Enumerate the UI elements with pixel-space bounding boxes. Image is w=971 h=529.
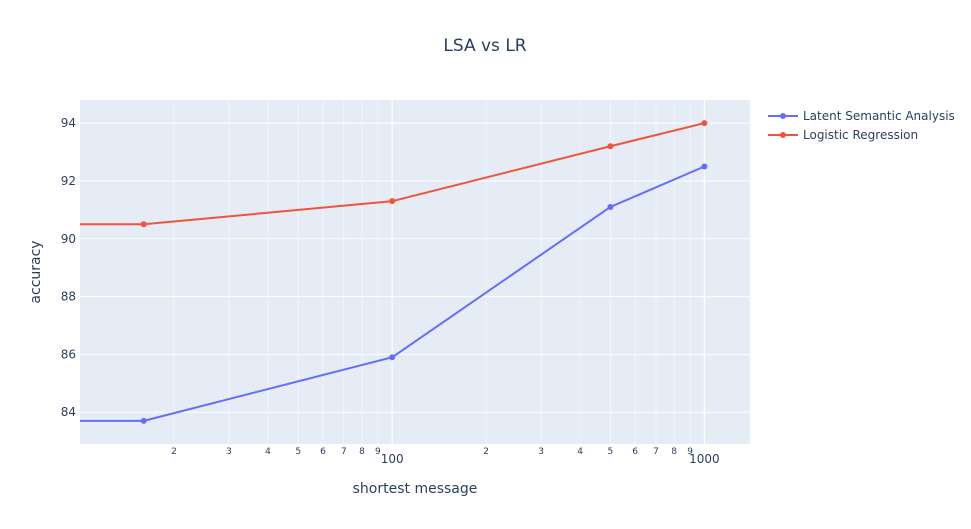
legend-label-logistic-regression: Logistic Regression [803, 128, 918, 142]
x-minor-tick-label: 2 [171, 447, 177, 457]
plot-area [80, 100, 750, 444]
x-minor-tick-label: 9 [375, 447, 381, 457]
data-point-logistic-regression [140, 221, 147, 228]
y-tick-label: 92 [61, 174, 76, 188]
y-tick-label: 86 [61, 347, 76, 361]
legend-marker-logistic-regression [780, 132, 786, 138]
legend-label-latent-semantic-analysis: Latent Semantic Analysis [803, 109, 955, 123]
legend-item-logistic-regression[interactable]: Logistic Regression [768, 128, 918, 142]
x-minor-tick-label: 5 [608, 447, 614, 457]
chart-title: LSA vs LR [443, 36, 526, 56]
series-logistic-regression [80, 120, 708, 228]
legend-marker-latent-semantic-analysis [780, 113, 786, 119]
x-minor-tick-label: 6 [632, 447, 638, 457]
data-point-latent-semantic-analysis [389, 354, 396, 361]
x-major-tick-label: 100 [381, 452, 404, 466]
x-minor-tick-label: 7 [653, 447, 659, 457]
x-minor-tick-label: 3 [538, 447, 544, 457]
x-minor-tick-label: 3 [226, 447, 232, 457]
data-point-latent-semantic-analysis [607, 203, 614, 210]
data-point-latent-semantic-analysis [140, 417, 147, 424]
x-minor-tick-label: 5 [295, 447, 301, 457]
data-point-logistic-regression [389, 198, 396, 205]
x-minor-tick-label: 9 [687, 447, 693, 457]
y-axis-label: accuracy [28, 240, 44, 303]
x-minor-tick-label: 8 [671, 447, 677, 457]
legend[interactable]: Latent Semantic Analysis Logistic Regress… [768, 109, 955, 142]
series-latent-semantic-analysis [80, 163, 708, 424]
series-lines [80, 120, 708, 424]
x-minor-tick-label: 4 [577, 447, 583, 457]
x-minor-tick-label: 7 [341, 447, 347, 457]
grid-lines [80, 100, 750, 444]
x-major-tick-label: 1000 [689, 452, 720, 466]
y-tick-label: 90 [61, 232, 76, 246]
x-minor-tick-label: 2 [483, 447, 489, 457]
y-tick-label: 88 [61, 290, 76, 304]
legend-item-latent-semantic-analysis[interactable]: Latent Semantic Analysis [768, 109, 955, 123]
data-point-latent-semantic-analysis [701, 163, 708, 170]
data-point-logistic-regression [701, 120, 708, 127]
y-tick-label: 84 [61, 405, 76, 419]
x-minor-tick-label: 4 [265, 447, 271, 457]
x-minor-tick-label: 6 [320, 447, 326, 457]
x-axis-label: shortest message [353, 481, 478, 497]
x-minor-tick-label: 8 [359, 447, 365, 457]
y-tick-label: 94 [61, 116, 76, 130]
data-point-logistic-regression [607, 143, 614, 150]
